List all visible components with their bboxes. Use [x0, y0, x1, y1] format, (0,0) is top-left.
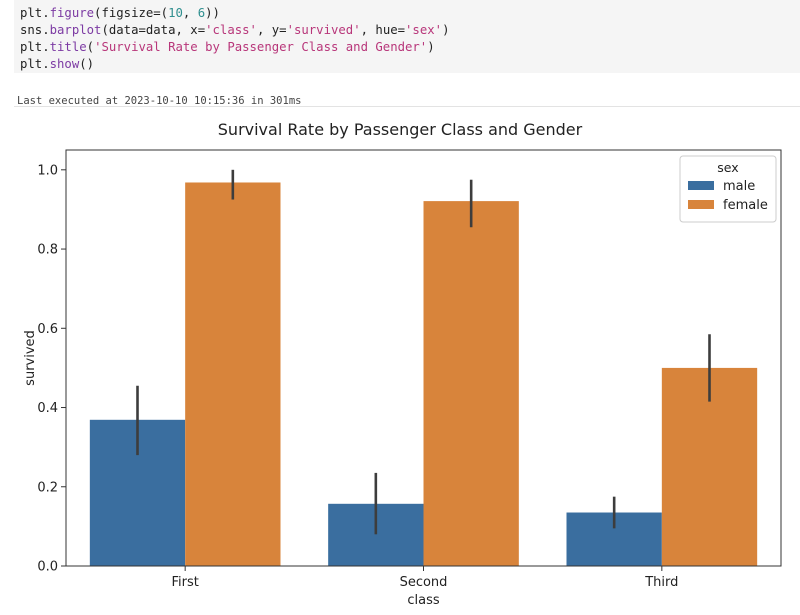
code-token: show: [49, 57, 80, 71]
y-tick-label: 0.0: [37, 560, 58, 575]
code-token: ): [427, 40, 435, 54]
code-token: plt.: [20, 6, 50, 20]
legend-swatch-female: [688, 200, 714, 209]
y-axis: 0.0 0.2 0.4 0.6 0.8 1.0: [37, 163, 66, 575]
chart-title: Survival Rate by Passenger Class and Gen…: [218, 120, 583, 139]
plot-frame: [65, 149, 782, 567]
x-axis-label: class: [407, 593, 439, 608]
code-token: (data=data, x=: [101, 23, 206, 37]
y-axis-label: survived: [23, 330, 38, 386]
code-token: sns.: [20, 23, 50, 37]
legend-title: sex: [717, 160, 738, 175]
code-cell[interactable]: plt.figure(figsize=(10, 6)) sns.barplot(d…: [14, 0, 800, 73]
code-line: plt.show(): [20, 56, 800, 73]
bar-chart: Survival Rate by Passenger Class and Gen…: [23, 120, 782, 608]
bar-female-second: [423, 201, 519, 566]
code-line: plt.figure(figsize=(10, 6)): [20, 5, 800, 22]
code-token: , hue=: [360, 23, 406, 37]
code-line: sns.barplot(data=data, x='class', y='sur…: [20, 22, 800, 39]
code-token: )): [205, 6, 220, 20]
code-token: ): [442, 23, 450, 37]
code-token: barplot: [49, 23, 102, 37]
legend-swatch-male: [688, 181, 714, 190]
y-tick-label: 1.0: [37, 163, 58, 178]
code-token: (): [79, 57, 95, 71]
y-tick-label: 0.2: [37, 480, 58, 495]
y-tick-label: 0.4: [37, 401, 58, 416]
code-token: ,: [182, 6, 198, 20]
code-token: , y=: [256, 23, 287, 37]
code-token: 6: [197, 6, 206, 20]
error-bars: [136, 169, 711, 535]
y-tick-label: 0.8: [37, 243, 58, 258]
cell-divider: [14, 106, 800, 107]
code-line: plt.title('Survival Rate by Passenger Cl…: [20, 39, 800, 56]
legend: sex male female: [679, 155, 777, 223]
legend-label-male: male: [723, 179, 755, 194]
y-tick-label: 0.6: [37, 322, 58, 337]
code-token: 10: [168, 6, 183, 20]
code-token: title: [49, 40, 87, 54]
bars: [89, 182, 758, 566]
bar-female-first: [185, 182, 281, 566]
x-tick-label: First: [171, 575, 198, 590]
code-token: plt.: [20, 40, 50, 54]
x-axis: First Second Third: [171, 566, 678, 590]
x-tick-label: Second: [400, 575, 448, 590]
code-editor[interactable]: plt.figure(figsize=(10, 6)) sns.barplot(d…: [14, 0, 800, 73]
legend-label-female: female: [723, 198, 768, 213]
execution-status: Last executed at 2023-10-10 10:15:36 in …: [17, 95, 302, 107]
code-token: 'sex': [405, 23, 443, 37]
code-token: plt.: [20, 57, 50, 71]
x-tick-label: Third: [644, 575, 678, 590]
code-token: 'class': [205, 23, 257, 37]
code-token: 'Survival Rate by Passenger Class and Ge…: [94, 40, 428, 54]
code-token: figure: [49, 6, 95, 20]
code-token: (: [86, 40, 95, 54]
code-token: 'survived': [286, 23, 361, 37]
code-token: (figsize=(: [94, 6, 169, 20]
